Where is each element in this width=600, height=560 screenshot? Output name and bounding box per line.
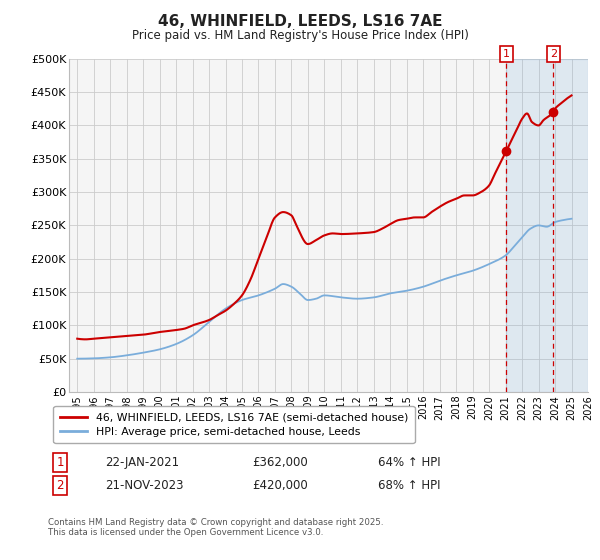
Text: £362,000: £362,000 [252,456,308,469]
Text: £420,000: £420,000 [252,479,308,492]
Text: 46, WHINFIELD, LEEDS, LS16 7AE: 46, WHINFIELD, LEEDS, LS16 7AE [158,14,442,29]
Text: Price paid vs. HM Land Registry's House Price Index (HPI): Price paid vs. HM Land Registry's House … [131,29,469,42]
Text: 21-NOV-2023: 21-NOV-2023 [105,479,184,492]
Legend: 46, WHINFIELD, LEEDS, LS16 7AE (semi-detached house), HPI: Average price, semi-d: 46, WHINFIELD, LEEDS, LS16 7AE (semi-det… [53,406,415,443]
Bar [506,59,588,392]
Text: 2: 2 [550,49,557,59]
Text: 1: 1 [56,456,64,469]
Text: 1: 1 [503,49,510,59]
Text: 22-JAN-2021: 22-JAN-2021 [105,456,179,469]
Text: 64% ↑ HPI: 64% ↑ HPI [378,456,440,469]
Text: Contains HM Land Registry data © Crown copyright and database right 2025.
This d: Contains HM Land Registry data © Crown c… [48,518,383,538]
Text: 68% ↑ HPI: 68% ↑ HPI [378,479,440,492]
Text: 2: 2 [56,479,64,492]
